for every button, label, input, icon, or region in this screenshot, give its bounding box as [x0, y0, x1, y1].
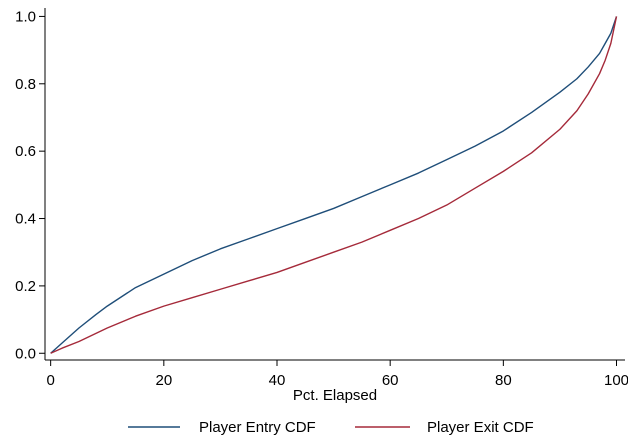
y-tick-label: 0.2: [15, 278, 36, 295]
x-tick-label: 20: [155, 372, 172, 389]
series-line-2: [50, 16, 618, 354]
x-tick-label: 0: [46, 372, 54, 389]
x-tick-label: 40: [269, 372, 286, 389]
x-tick-label: 60: [382, 372, 399, 389]
y-tick-label: 0.4: [15, 211, 36, 228]
y-tick-label: 1.0: [15, 8, 36, 25]
y-tick-label: 0.6: [15, 143, 36, 160]
legend: Player Entry CDF Player Exit CDF: [128, 419, 534, 436]
series-line-1: [50, 16, 618, 354]
legend-label-2: Player Exit CDF: [427, 419, 534, 436]
x-tick-label: 100: [604, 372, 628, 389]
x-tick-label: 80: [495, 372, 512, 389]
legend-label-1: Player Entry CDF: [199, 419, 316, 436]
y-tick-label: 0.8: [15, 76, 36, 93]
axes: 0.0 0.2 0.4 0.6 0.8 1.0 0 20 40 60 80 100: [15, 8, 628, 389]
x-axis-title: Pct. Elapsed: [293, 387, 377, 404]
series-layer: [50, 16, 618, 354]
y-tick-label: 0.0: [15, 345, 36, 362]
